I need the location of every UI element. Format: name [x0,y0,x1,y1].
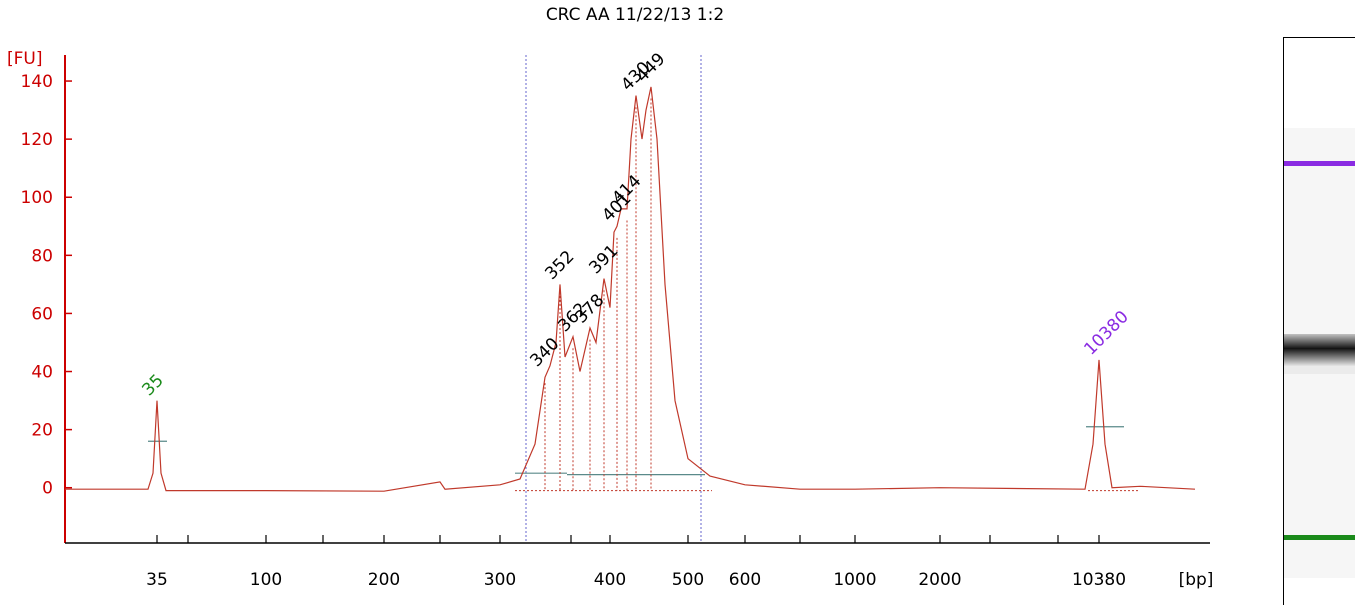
gel-band-upper-marker [1284,161,1355,166]
gel-band-sample-smear [1284,365,1355,366]
y-tick-label: 80 [31,246,53,266]
x-tick-label: 200 [368,570,400,590]
x-axis-label: [bp] [1179,570,1214,590]
chart-title: CRC AA 11/22/13 1:2 [545,5,725,25]
y-tick-label: 0 [42,479,53,499]
gel-band-sample-smear [1284,357,1355,358]
gel-band-sample-smear [1284,356,1355,357]
gel-band-sample-smear [1284,344,1355,345]
y-tick-label: 120 [21,130,53,150]
x-tick-label: 500 [672,570,704,590]
gel-band-sample-smear [1284,351,1355,352]
gel-band-sample-smear [1284,361,1355,362]
gel-band-sample-smear [1284,364,1355,365]
x-tick-label: 100 [250,570,282,590]
y-tick-label: 60 [31,304,53,324]
peak-label: 352 [541,247,578,284]
peak-label: 340 [526,334,563,371]
gel-band-sample-smear [1284,354,1355,355]
gel-band-sample-smear [1284,371,1355,372]
gel-band-sample-smear [1284,363,1355,364]
gel-band-sample-smear [1284,360,1355,361]
gel-band-sample-smear [1284,341,1355,342]
gel-lane [1283,37,1355,605]
gel-band-sample-smear [1284,367,1355,368]
gel-band-sample-smear [1284,368,1355,369]
gel-band-sample-smear [1284,335,1355,336]
x-tick-label: 300 [484,570,516,590]
peak-label: 10380 [1080,307,1132,359]
y-axis-label: [FU] [7,49,43,69]
gel-band-sample-smear [1284,350,1355,351]
peak-label: 35 [138,371,167,400]
gel-band-sample-smear [1284,348,1355,349]
gel-band-sample-smear [1284,337,1355,338]
gel-band-sample-smear [1284,358,1355,359]
x-tick-label: 2000 [918,570,961,590]
x-tick-label: 35 [146,570,168,590]
gel-band-sample-smear [1284,362,1355,363]
x-tick-label: 600 [729,570,761,590]
gel-band-sample-smear [1284,353,1355,354]
gel-band-sample-smear [1284,334,1355,335]
gel-band-sample-smear [1284,346,1355,347]
gel-band-sample-smear [1284,369,1355,370]
y-tick-label: 40 [31,363,53,383]
y-tick-label: 20 [31,421,53,441]
gel-band-sample-smear [1284,345,1355,346]
gel-band-lower-marker [1284,535,1355,540]
y-tick-label: 100 [21,188,53,208]
gel-band-sample-smear [1284,366,1355,367]
electropherogram-chart: 0 20 40 60 80 100 120 140 [FU] 35 100 200 300 400 500 6… [7,49,1214,590]
x-tick-label: 10380 [1072,570,1126,590]
gel-band-sample-smear [1284,342,1355,343]
gel-band-sample-smear [1284,347,1355,348]
gel-band-sample-smear [1284,352,1355,353]
gel-band-sample-smear [1284,343,1355,344]
gel-band-sample-smear [1284,349,1355,350]
x-tick-label: 400 [594,570,626,590]
gel-band-sample-smear [1284,370,1355,371]
gel-band-sample-smear [1284,355,1355,356]
gel-band-sample-smear [1284,373,1355,374]
gel-band-sample-smear [1284,338,1355,339]
gel-band-sample-smear [1284,359,1355,360]
x-tick-label: 1000 [833,570,876,590]
gel-band-sample-smear [1284,340,1355,341]
trace-line [65,86,1196,492]
gel-band-sample-smear [1284,339,1355,340]
gel-band-sample-smear [1284,336,1355,337]
gel-band-sample-smear [1284,372,1355,373]
y-tick-label: 140 [21,72,53,92]
